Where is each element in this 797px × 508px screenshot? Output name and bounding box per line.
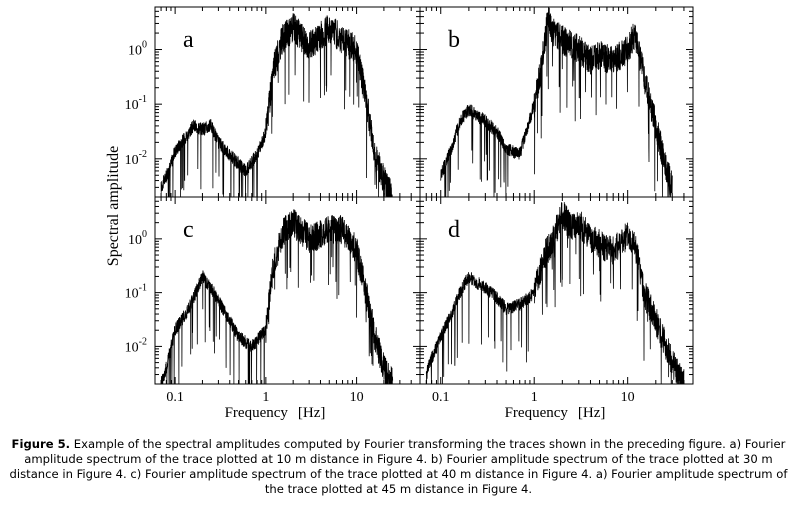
spectrum-line [425,202,685,385]
x-axis-label-right: Frequency [Hz] [505,405,606,421]
y-tick-label: 100 [128,40,147,59]
x-axis-label-unit: [Hz] [578,405,605,421]
spectrum-line [440,6,673,198]
panel-b: b [419,6,694,198]
y-tick-label: 100 [128,229,147,248]
spectrum-line [160,13,393,198]
x-axis-label-text: Frequency [225,405,289,421]
spectral-figure: Spectral amplitude a 100 10-1 10-2 b c 0.1 1 10 1… [105,6,694,421]
panel-label: a [183,27,194,53]
x-tick-label: 10 [350,390,364,405]
caption-label: Figure 5. [11,437,71,451]
y-tick-label: 10-2 [125,336,147,355]
y-tick-label: 10-2 [125,149,147,168]
caption-text: Example of the spectral amplitudes compu… [9,437,788,496]
panel-a: a 100 10-1 10-2 [125,6,421,198]
panel-label: d [448,217,460,243]
panel-d: d 0.1 1 10 [419,196,694,405]
x-tick-label: 0.1 [166,390,184,405]
figure-caption: Figure 5. Example of the spectral amplit… [4,437,793,497]
x-axis-label-left: Frequency [Hz] [225,405,326,421]
x-axis-label-unit: [Hz] [298,405,325,421]
x-tick-label: 1 [531,390,538,405]
panel-label: b [448,27,460,53]
x-axis-label-text: Frequency [505,405,569,421]
y-axis-label: Spectral amplitude [105,146,122,266]
panel-c: c 0.1 1 10 100 10-1 10-2 [125,196,421,405]
spectrum-line [160,209,394,385]
y-tick-label: 10-1 [125,283,147,302]
x-tick-label: 10 [621,390,635,405]
y-tick-label: 10-1 [125,94,147,113]
x-tick-label: 1 [262,390,269,405]
panel-label: c [183,217,194,243]
x-tick-label: 0.1 [432,390,450,405]
panel-frame [419,196,694,385]
